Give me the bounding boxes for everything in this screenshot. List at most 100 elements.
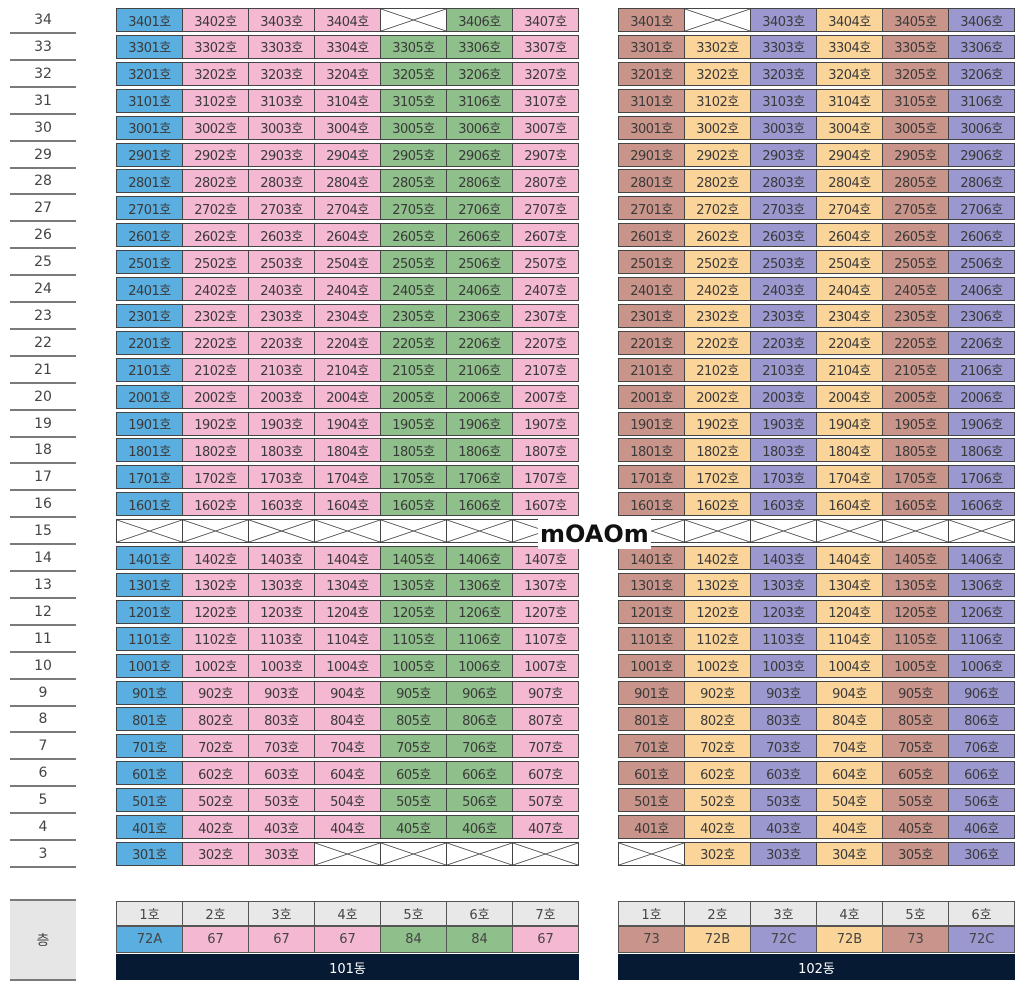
unit-cell[interactable]: 2005호 (882, 384, 949, 409)
unit-cell[interactable]: 1105호 (882, 626, 949, 651)
unit-cell[interactable]: 1405호 (882, 546, 949, 570)
unit-cell[interactable]: 2106호 (446, 357, 513, 382)
unit-cell[interactable]: 2605호 (380, 223, 447, 248)
unit-cell[interactable]: 503호 (248, 788, 315, 813)
unit-cell[interactable]: 2806호 (446, 169, 513, 194)
unit-cell[interactable]: 1106호 (948, 626, 1015, 651)
unit-cell[interactable]: 3204호 (314, 61, 381, 86)
unit-cell[interactable]: 3305호 (380, 34, 447, 59)
unit-cell[interactable]: 2105호 (380, 357, 447, 382)
unit-cell[interactable]: 2406호 (446, 277, 513, 301)
unit-cell[interactable]: 3302호 (684, 34, 751, 59)
unit-cell[interactable]: 806호 (948, 707, 1015, 732)
unit-cell[interactable]: 1202호 (684, 599, 751, 624)
unit-cell[interactable]: 1602호 (684, 492, 751, 517)
unit-cell[interactable]: 1702호 (182, 465, 249, 490)
unit-cell[interactable]: 3106호 (446, 88, 513, 113)
unit-cell[interactable]: 306호 (948, 841, 1015, 866)
unit-cell[interactable]: 301호 (116, 841, 183, 866)
unit-cell[interactable]: 2903호 (750, 142, 817, 167)
unit-cell[interactable]: 2406호 (948, 277, 1015, 301)
unit-cell[interactable]: 1103호 (750, 626, 817, 651)
unit-cell[interactable]: 2702호 (684, 196, 751, 221)
unit-cell[interactable]: 1703호 (750, 465, 817, 490)
unit-cell[interactable]: 2504호 (314, 250, 381, 275)
unit-cell[interactable]: 1306호 (948, 572, 1015, 597)
unit-cell[interactable]: 3406호 (446, 8, 513, 32)
unit-cell[interactable]: 302호 (182, 841, 249, 866)
unit-cell[interactable]: 2807호 (512, 169, 579, 194)
unit-cell[interactable]: 1401호 (116, 546, 183, 570)
unit-cell[interactable]: 506호 (948, 788, 1015, 813)
unit-cell[interactable]: 2105호 (882, 357, 949, 382)
unit-cell[interactable]: 605호 (380, 761, 447, 786)
unit-cell[interactable]: 801호 (116, 707, 183, 732)
unit-cell[interactable]: 2501호 (618, 250, 685, 275)
unit-cell[interactable]: 2903호 (248, 142, 315, 167)
unit-cell[interactable]: 3201호 (618, 61, 685, 86)
unit-cell[interactable]: 3202호 (684, 61, 751, 86)
unit-cell[interactable]: 1006호 (948, 653, 1015, 678)
unit-cell[interactable]: 1601호 (618, 492, 685, 517)
unit-cell[interactable]: 1604호 (816, 492, 883, 517)
unit-cell[interactable]: 1905호 (380, 411, 447, 436)
unit-cell[interactable]: 404호 (314, 815, 381, 839)
unit-cell[interactable]: 3204호 (816, 61, 883, 86)
unit-cell[interactable]: 2203호 (248, 330, 315, 355)
unit-cell[interactable]: 1405호 (380, 546, 447, 570)
unit-cell[interactable]: 1003호 (750, 653, 817, 678)
unit-cell[interactable]: 2906호 (948, 142, 1015, 167)
unit-cell[interactable]: 2301호 (618, 303, 685, 328)
unit-cell[interactable]: 1301호 (618, 572, 685, 597)
unit-cell[interactable]: 603호 (248, 761, 315, 786)
unit-cell[interactable]: 2704호 (816, 196, 883, 221)
unit-cell[interactable]: 3007호 (512, 115, 579, 140)
unit-cell[interactable]: 807호 (512, 707, 579, 732)
unit-cell[interactable]: 507호 (512, 788, 579, 813)
unit-cell[interactable]: 3102호 (684, 88, 751, 113)
unit-cell[interactable]: 1402호 (182, 546, 249, 570)
unit-cell[interactable]: 2401호 (618, 277, 685, 301)
unit-cell[interactable]: 3104호 (816, 88, 883, 113)
unit-cell[interactable]: 904호 (314, 680, 381, 705)
unit-cell[interactable]: 1702호 (684, 465, 751, 490)
unit-cell[interactable]: 2101호 (116, 357, 183, 382)
unit-cell[interactable]: 3405호 (882, 8, 949, 32)
unit-cell[interactable]: 3205호 (380, 61, 447, 86)
unit-cell[interactable]: 2502호 (182, 250, 249, 275)
unit-cell[interactable]: 2602호 (182, 223, 249, 248)
unit-cell[interactable]: 2201호 (618, 330, 685, 355)
unit-cell[interactable]: 2706호 (948, 196, 1015, 221)
unit-cell[interactable]: 2301호 (116, 303, 183, 328)
unit-cell[interactable]: 1901호 (116, 411, 183, 436)
unit-cell[interactable]: 2001호 (618, 384, 685, 409)
unit-cell[interactable]: 3004호 (314, 115, 381, 140)
unit-cell[interactable]: 2002호 (684, 384, 751, 409)
unit-cell[interactable]: 1203호 (248, 599, 315, 624)
unit-cell[interactable]: 2501호 (116, 250, 183, 275)
unit-cell[interactable]: 406호 (948, 815, 1015, 839)
unit-cell[interactable]: 1605호 (882, 492, 949, 517)
unit-cell[interactable]: 2607호 (512, 223, 579, 248)
unit-cell[interactable]: 2304호 (816, 303, 883, 328)
unit-cell[interactable]: 2006호 (948, 384, 1015, 409)
unit-cell[interactable]: 3306호 (446, 34, 513, 59)
unit-cell[interactable]: 2006호 (446, 384, 513, 409)
unit-cell[interactable]: 2802호 (182, 169, 249, 194)
unit-cell[interactable]: 2806호 (948, 169, 1015, 194)
unit-cell[interactable]: 3401호 (116, 8, 183, 32)
unit-cell[interactable]: 1605호 (380, 492, 447, 517)
unit-cell[interactable]: 2407호 (512, 277, 579, 301)
unit-cell[interactable]: 401호 (618, 815, 685, 839)
unit-cell[interactable]: 1302호 (182, 572, 249, 597)
unit-cell[interactable]: 905호 (380, 680, 447, 705)
unit-cell[interactable]: 1201호 (618, 599, 685, 624)
unit-cell[interactable]: 2103호 (750, 357, 817, 382)
unit-cell[interactable]: 3304호 (816, 34, 883, 59)
unit-cell[interactable]: 1107호 (512, 626, 579, 651)
unit-cell[interactable]: 701호 (116, 734, 183, 759)
unit-cell[interactable]: 2801호 (618, 169, 685, 194)
unit-cell[interactable]: 2706호 (446, 196, 513, 221)
unit-cell[interactable]: 2101호 (618, 357, 685, 382)
unit-cell[interactable]: 3103호 (750, 88, 817, 113)
